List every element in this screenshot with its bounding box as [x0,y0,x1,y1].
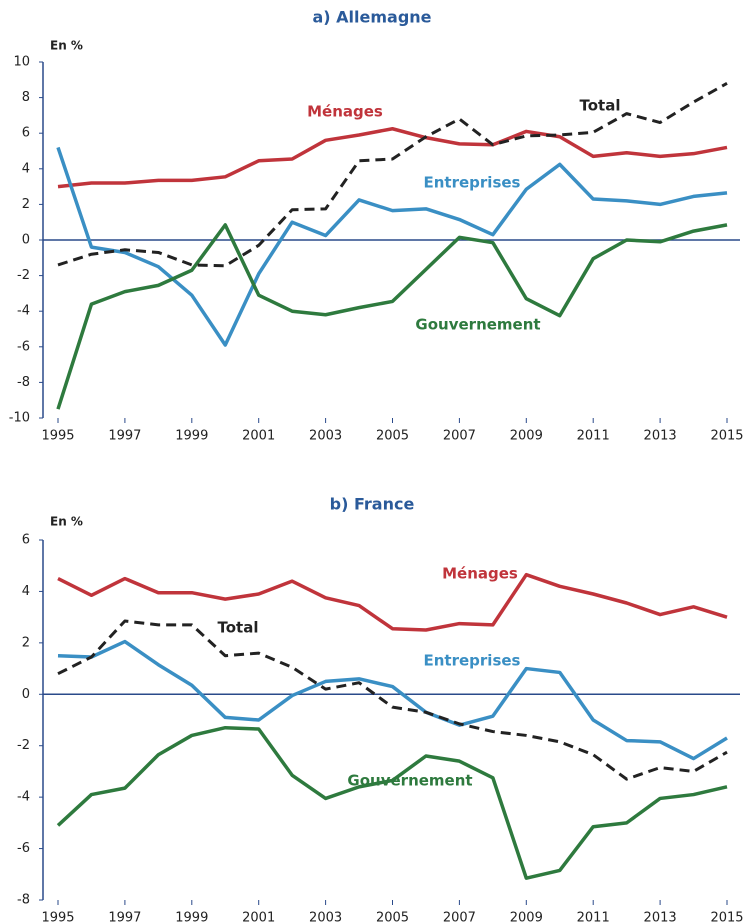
x-tick-label: 2015 [710,911,743,924]
y-tick-label: -4 [17,304,30,319]
x-tick-label: 2009 [510,911,543,924]
y-tick-label: 6 [22,533,30,548]
y-tick-label: -10 [9,411,30,426]
series-label: Gouvernement [415,316,540,334]
y-tick-label: 0 [22,687,30,702]
x-tick-label: 1999 [175,911,208,924]
x-tick-label: 2013 [644,911,677,924]
y-tick-label: -6 [17,339,30,354]
series-label: Total [218,619,259,637]
x-tick-label: 2005 [376,429,409,444]
x-tick-label: 1999 [175,429,208,444]
chart-title: b) France [330,495,415,514]
x-tick-label: 2011 [577,911,610,924]
y-tick-label: 10 [13,55,30,70]
series-label: Gouvernement [347,772,472,790]
y-tick-label: 4 [22,161,30,176]
y-tick-label: 6 [22,126,30,141]
series-line [57,572,728,632]
series-label: Ménages [307,103,383,121]
x-tick-label: 2013 [644,429,677,444]
series-label: Entreprises [424,652,521,670]
x-tick-label: 1995 [41,429,74,444]
series-label: Total [580,97,621,115]
series-label: Entreprises [424,174,521,192]
x-tick-label: 1997 [108,429,141,444]
series-line [57,639,728,761]
series-line [57,619,728,781]
x-tick-label: 2005 [376,911,409,924]
y-tick-label: -4 [17,790,30,805]
y-tick-label: 2 [22,635,30,650]
y-tick-label: 8 [22,90,30,105]
x-tick-label: 2015 [710,429,743,444]
x-tick-label: 2007 [443,429,476,444]
chart-title: a) Allemagne [312,8,431,27]
x-tick-label: 2007 [443,911,476,924]
series-line [56,146,728,347]
y-tick-label: 4 [22,584,30,599]
y-tick-label: -8 [17,375,30,390]
y-tick-label: -2 [17,738,30,753]
x-tick-label: 2001 [242,429,275,444]
x-tick-label: 1997 [108,911,141,924]
y-axis-label: En % [50,39,83,53]
y-tick-label: -2 [17,268,30,283]
series-line [56,223,728,410]
x-tick-label: 2003 [309,911,342,924]
series-line [56,725,728,880]
y-tick-label: -8 [17,893,30,908]
y-tick-label: 0 [22,233,30,248]
x-tick-label: 2009 [510,429,543,444]
y-axis-label: En % [50,515,83,529]
x-tick-label: 2011 [577,429,610,444]
series-line [57,82,728,268]
series-label: Ménages [442,565,518,583]
x-tick-label: 1995 [41,911,74,924]
x-tick-label: 2003 [309,429,342,444]
y-tick-label: -6 [17,841,30,856]
x-tick-label: 2001 [242,911,275,924]
series-line [57,127,728,189]
y-tick-label: 2 [22,197,30,212]
